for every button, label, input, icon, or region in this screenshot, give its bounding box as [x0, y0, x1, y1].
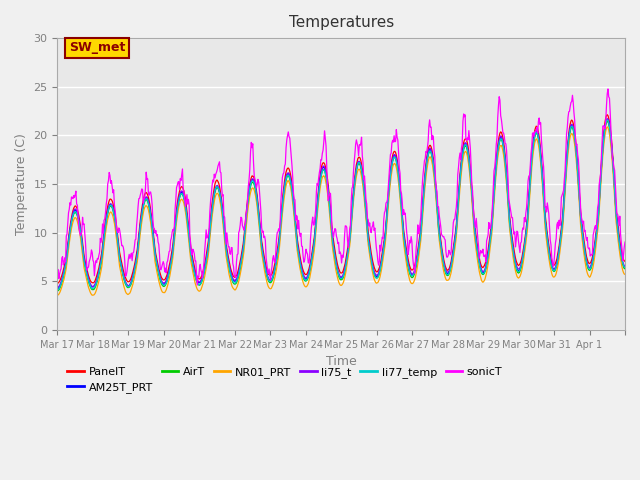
Y-axis label: Temperature (C): Temperature (C) — [15, 133, 28, 235]
PanelT — [400, 228, 408, 234]
li77_temp — [253, 192, 260, 198]
NR01_PRT — [54, 292, 61, 298]
PanelT — [225, 254, 232, 260]
PanelT — [54, 280, 61, 286]
li75_t — [253, 190, 260, 196]
li77_temp — [274, 249, 282, 254]
PanelT — [604, 112, 611, 118]
NR01_PRT — [401, 247, 408, 252]
AM25T_PRT — [120, 275, 128, 281]
NR01_PRT — [253, 204, 261, 210]
sonicT — [275, 226, 282, 232]
NR01_PRT — [225, 272, 233, 277]
li75_t — [274, 248, 282, 253]
li75_t — [432, 182, 440, 188]
AirT — [120, 276, 128, 282]
AirT — [54, 288, 61, 294]
sonicT — [621, 239, 629, 245]
li75_t — [604, 116, 611, 122]
Title: Temperatures: Temperatures — [289, 15, 394, 30]
PanelT — [432, 179, 440, 185]
li77_temp — [120, 276, 128, 281]
Line: AM25T_PRT: AM25T_PRT — [58, 119, 625, 288]
li77_temp — [432, 184, 440, 190]
Line: sonicT: sonicT — [58, 89, 625, 285]
li75_t — [120, 275, 128, 281]
sonicT — [193, 282, 201, 288]
AM25T_PRT — [621, 264, 629, 270]
li77_temp — [225, 261, 232, 266]
sonicT — [253, 181, 261, 187]
li75_t — [225, 258, 232, 264]
sonicT — [401, 212, 408, 217]
Line: PanelT: PanelT — [58, 115, 625, 283]
sonicT — [54, 267, 61, 273]
PanelT — [621, 258, 629, 264]
Text: SW_met: SW_met — [68, 41, 125, 54]
li77_temp — [400, 234, 408, 240]
li75_t — [54, 284, 61, 290]
NR01_PRT — [121, 287, 129, 292]
li75_t — [400, 231, 408, 237]
AM25T_PRT — [274, 248, 282, 254]
NR01_PRT — [621, 272, 629, 277]
Line: AirT: AirT — [58, 121, 625, 291]
AirT — [604, 119, 611, 124]
sonicT — [604, 86, 612, 92]
PanelT — [253, 188, 260, 193]
AirT — [621, 266, 629, 272]
PanelT — [120, 270, 128, 276]
NR01_PRT — [275, 252, 282, 257]
sonicT — [120, 249, 128, 254]
li75_t — [621, 263, 629, 269]
li77_temp — [621, 264, 629, 270]
NR01_PRT — [88, 292, 96, 298]
AM25T_PRT — [54, 286, 61, 291]
sonicT — [225, 244, 233, 250]
li77_temp — [54, 287, 61, 292]
AM25T_PRT — [432, 183, 440, 189]
AM25T_PRT — [604, 116, 611, 122]
AirT — [225, 261, 232, 266]
li77_temp — [604, 117, 611, 123]
Legend: PanelT, AM25T_PRT, AirT, NR01_PRT, li75_t, li77_temp, sonicT: PanelT, AM25T_PRT, AirT, NR01_PRT, li75_… — [63, 362, 507, 397]
AM25T_PRT — [225, 259, 232, 264]
X-axis label: Time: Time — [326, 355, 356, 369]
NR01_PRT — [433, 200, 440, 206]
NR01_PRT — [604, 124, 611, 130]
AirT — [432, 186, 440, 192]
AirT — [274, 250, 282, 256]
Line: li75_t: li75_t — [58, 119, 625, 287]
Line: NR01_PRT: NR01_PRT — [58, 127, 625, 295]
AirT — [400, 235, 408, 241]
AM25T_PRT — [400, 233, 408, 239]
AM25T_PRT — [253, 192, 260, 197]
Line: li77_temp: li77_temp — [58, 120, 625, 289]
AirT — [253, 194, 260, 200]
PanelT — [274, 243, 282, 249]
sonicT — [433, 185, 440, 191]
